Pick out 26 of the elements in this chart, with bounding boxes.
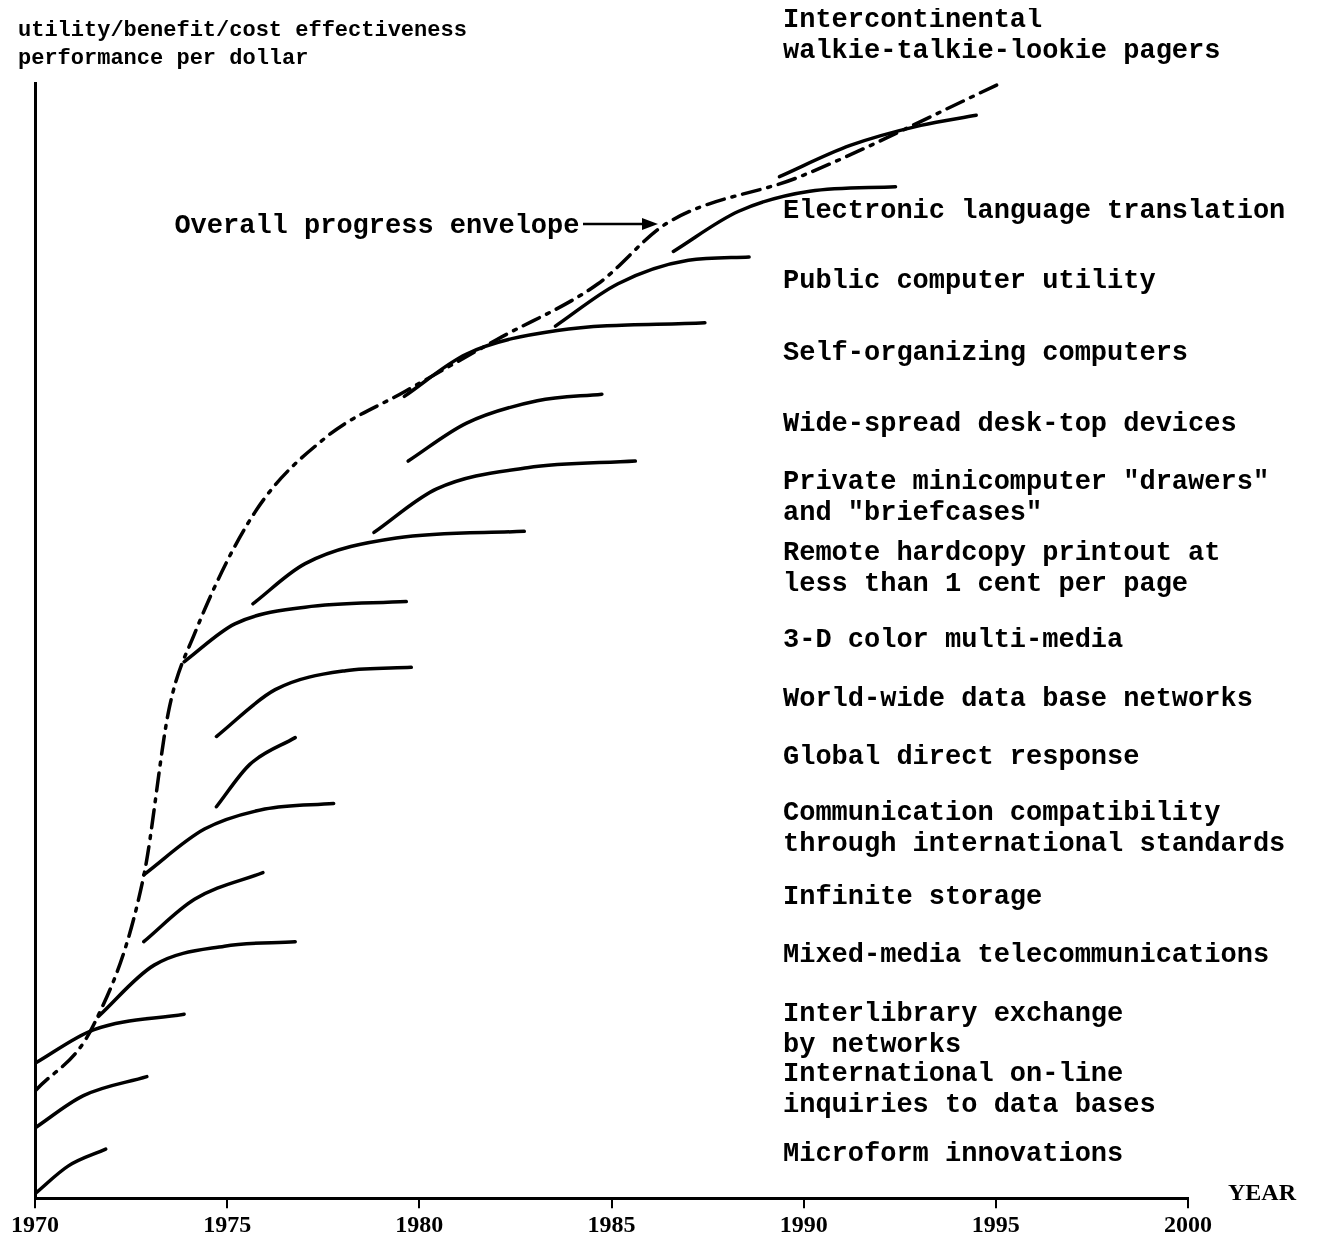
x-tick-label: 2000 [1164,1210,1212,1237]
annotation: Public computer utility [783,266,1156,297]
annotation: Global direct response [783,742,1140,773]
x-tick-label: 1995 [971,1210,1020,1237]
annotation: Electronic language translation [783,195,1286,226]
annotation: Mixed-media telecommunications [783,939,1270,970]
x-tick-label: 1970 [11,1210,59,1237]
x-tick-label: 1985 [587,1210,636,1237]
x-tick-label: 1980 [395,1210,444,1237]
x-axis-title: YEAR [1228,1179,1297,1206]
annotation: Private minicomputer "drawers" and "briefcases" [783,466,1270,528]
x-tick-label: 1975 [203,1210,252,1237]
annotation: International on-line inquiries to data bases [783,1059,1156,1121]
annotation: Remote hardcopy printout at less than 1 cent per page [783,538,1221,600]
annotation: Microform innovations [783,1139,1124,1170]
annotation: Wide-spread desk-top devices [783,408,1237,439]
annotation: Communication compatibility through international standards [783,798,1286,860]
y-axis-title: utility/benefit/cost effectiveness performance per dollar [18,18,467,71]
annotation: 3-D color multi-media [783,625,1124,656]
annotation: Infinite storage [783,881,1043,912]
annotation: Self-organizing computers [783,337,1189,368]
text: Intercontinental walkie-talkie-lookie pagers [783,5,1221,67]
annotation: Overall progress envelope [174,210,580,241]
x-tick-label: 1990 [779,1210,828,1237]
annotation: Interlibrary exchange by networks [783,998,1124,1060]
annotation: World-wide data base networks [783,684,1253,715]
